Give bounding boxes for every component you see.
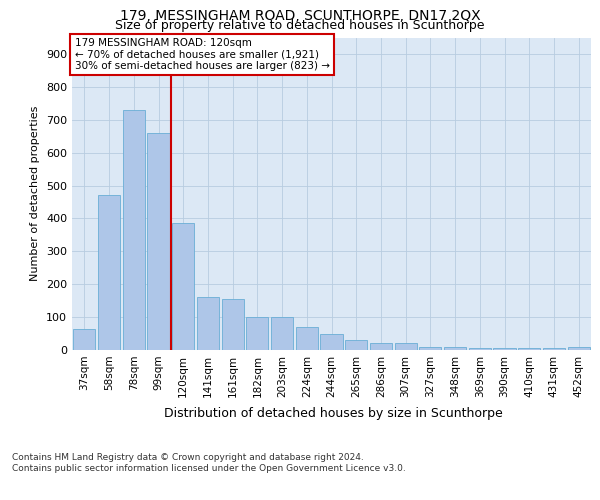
Bar <box>469 348 491 350</box>
Bar <box>221 299 244 350</box>
Bar <box>568 346 590 350</box>
Bar <box>73 328 95 350</box>
Bar <box>296 327 318 350</box>
Bar <box>444 346 466 350</box>
Bar <box>98 196 120 350</box>
Bar <box>370 344 392 350</box>
Bar <box>543 348 565 350</box>
Text: 179, MESSINGHAM ROAD, SCUNTHORPE, DN17 2QX: 179, MESSINGHAM ROAD, SCUNTHORPE, DN17 2… <box>119 9 481 23</box>
Bar <box>518 348 541 350</box>
Bar <box>148 133 170 350</box>
Text: 179 MESSINGHAM ROAD: 120sqm
← 70% of detached houses are smaller (1,921)
30% of : 179 MESSINGHAM ROAD: 120sqm ← 70% of det… <box>74 38 329 72</box>
Bar <box>419 346 442 350</box>
Text: Size of property relative to detached houses in Scunthorpe: Size of property relative to detached ho… <box>115 19 485 32</box>
Text: Contains public sector information licensed under the Open Government Licence v3: Contains public sector information licen… <box>12 464 406 473</box>
Bar <box>271 317 293 350</box>
Bar <box>197 298 219 350</box>
Bar <box>246 317 268 350</box>
Bar <box>320 334 343 350</box>
Bar <box>395 344 417 350</box>
Bar <box>345 340 367 350</box>
Text: Distribution of detached houses by size in Scunthorpe: Distribution of detached houses by size … <box>164 408 502 420</box>
Bar <box>172 224 194 350</box>
Y-axis label: Number of detached properties: Number of detached properties <box>31 106 40 282</box>
Bar <box>122 110 145 350</box>
Text: Contains HM Land Registry data © Crown copyright and database right 2024.: Contains HM Land Registry data © Crown c… <box>12 452 364 462</box>
Bar <box>493 348 515 350</box>
